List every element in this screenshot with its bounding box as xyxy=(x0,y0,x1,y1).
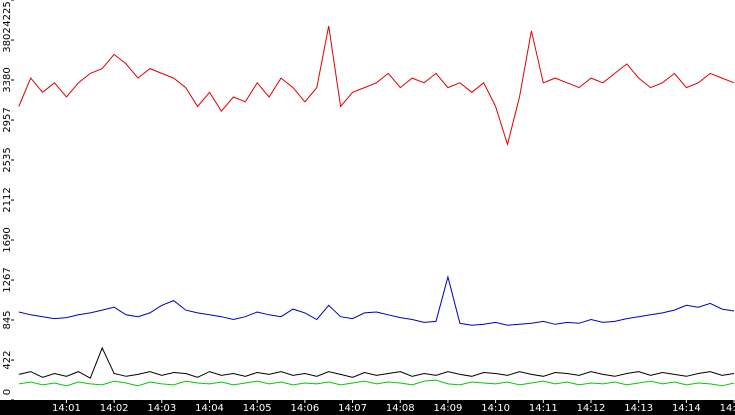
x-tick-label: 14:10 xyxy=(481,403,510,414)
x-tick-label: 14:14 xyxy=(672,403,701,414)
x-tick-label: 14:15 xyxy=(720,403,735,414)
y-tick-label: 3802 xyxy=(2,27,13,52)
x-tick-label: 14:11 xyxy=(529,403,558,414)
x-tick-label: 14:02 xyxy=(100,403,129,414)
x-tick-label: 14:12 xyxy=(577,403,606,414)
y-tick-label: 2535 xyxy=(2,147,13,172)
y-tick-label: 1267 xyxy=(2,267,13,292)
y-tick-label: 1690 xyxy=(2,227,13,252)
series-line xyxy=(18,25,735,147)
y-tick-label: 2112 xyxy=(2,187,13,212)
x-tick-label: 14:06 xyxy=(290,403,319,414)
x-tick-label: 14:01 xyxy=(52,403,81,414)
series-line xyxy=(18,274,735,326)
y-tick-label: 2957 xyxy=(2,107,13,132)
y-tick-label: 0 xyxy=(2,389,13,395)
x-tick-label: 14:03 xyxy=(147,403,176,414)
y-tick-label: 3380 xyxy=(2,67,13,92)
x-tick-label: 14:09 xyxy=(434,403,463,414)
y-tick-label: 845 xyxy=(2,310,13,329)
x-axis-band xyxy=(0,400,735,415)
x-tick-label: 14:13 xyxy=(624,403,653,414)
x-tick-label: 14:04 xyxy=(195,403,224,414)
series-line xyxy=(18,346,735,379)
x-tick-label: 14:05 xyxy=(243,403,272,414)
y-tick-label: 4225 xyxy=(2,1,13,26)
series-line xyxy=(18,379,735,387)
x-tick-label: 14:08 xyxy=(386,403,415,414)
y-tick-label: 422 xyxy=(2,351,13,370)
x-tick-label: 14:07 xyxy=(338,403,367,414)
